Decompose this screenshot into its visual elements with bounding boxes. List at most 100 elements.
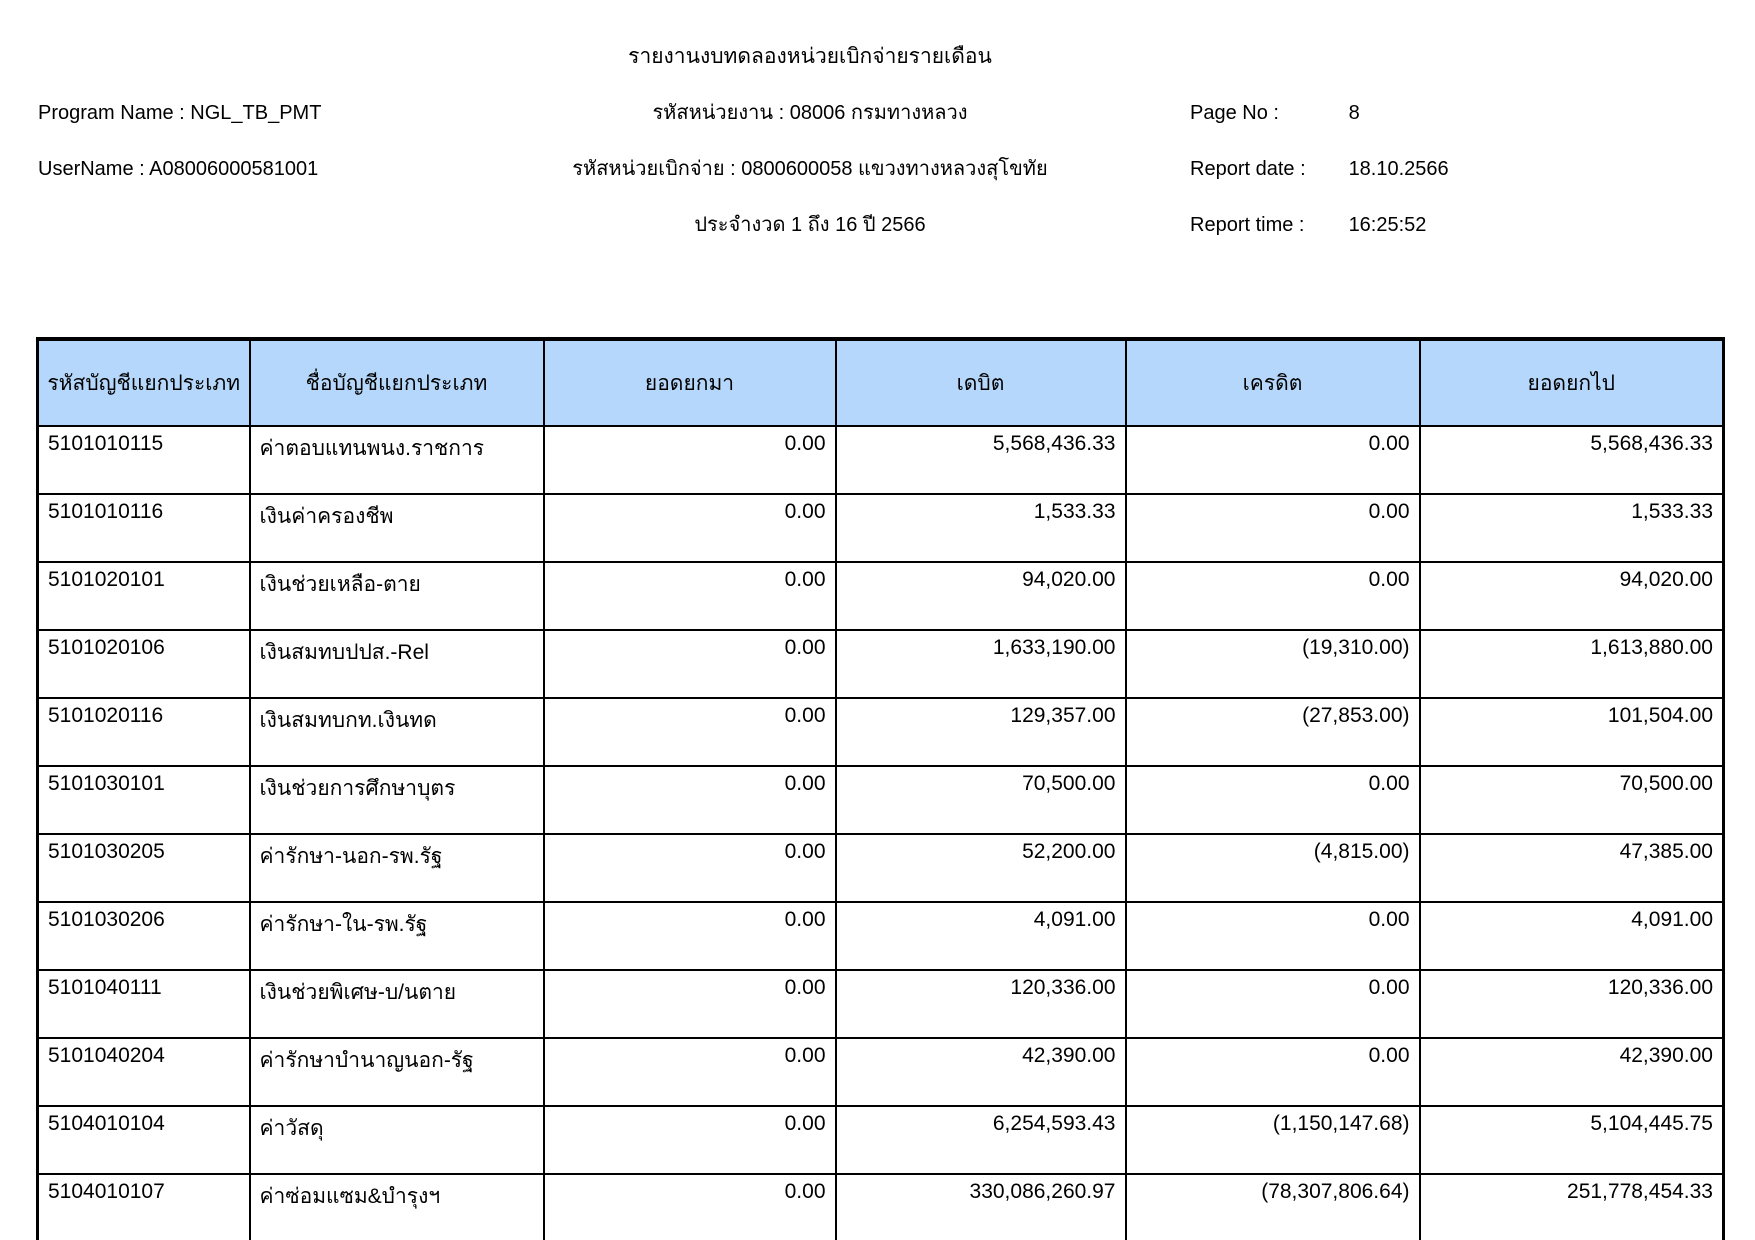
cell-debit: 5,568,436.33 [834,425,1127,495]
cell-credit: 0.00 [1124,561,1421,631]
cell-balance-brought-forward: 0.00 [542,697,837,767]
cell-credit: 0.00 [1124,425,1421,495]
cell-debit: 52,200.00 [834,833,1127,903]
cell-account-code: 5104010104 [36,1105,251,1175]
report-date-value: 18.10.2566 [1348,158,1449,180]
cell-account-code: 5101010116 [36,493,251,563]
cell-account-code: 5101020116 [36,697,251,767]
cell-account-code: 5101040204 [36,1037,251,1107]
cell-debit: 42,390.00 [834,1037,1127,1107]
cell-credit: 0.00 [1124,901,1421,971]
cell-balance-carried-forward: 101,504.00 [1418,697,1725,767]
period-line: ประจำงวด 1 ถึง 16 ปี 2566 [694,214,926,236]
report-date-label: Report date : [1190,158,1306,180]
report-meta-center: รหัสหน่วยงาน : 08006 กรมทางหลวง รหัสหน่ว… [0,101,1620,269]
cell-account-name: ค่ารักษา-นอก-รพ.รัฐ [248,833,545,903]
cell-account-code: 5101030101 [36,765,251,835]
cell-balance-carried-forward: 94,020.00 [1418,561,1725,631]
cell-account-name: เงินค่าครองชีพ [248,493,545,563]
table-row: 5101040111 เงินช่วยพิเศษ-บ/นตาย 0.00 120… [36,969,1725,1039]
cell-balance-brought-forward: 0.00 [542,561,837,631]
col-header-debit: เดบิต [834,338,1127,427]
col-header-balance-brought-forward: ยอดยกมา [542,338,837,427]
cell-balance-brought-forward: 0.00 [542,765,837,835]
cell-account-code: 5101020101 [36,561,251,631]
table-header-row: รหัสบัญชีแยกประเภท ชื่อบัญชีแยกประเภท ยอ… [36,338,1725,427]
cell-balance-carried-forward: 251,778,454.33 [1418,1173,1725,1240]
cell-credit: 0.00 [1124,493,1421,563]
report-meta-right: Page No : 8 Report date : 18.10.2566 Rep… [1190,101,1449,269]
disbursement-unit-line: รหัสหน่วยเบิกจ่าย : 0800600058 แขวงทางหล… [572,158,1048,180]
report-date-line: Report date : 18.10.2566 [1190,157,1449,213]
cell-credit: 0.00 [1124,1037,1421,1107]
col-header-credit: เครดิต [1124,338,1421,427]
report-meta-left: Program Name : NGL_TB_PMT UserName : A08… [38,101,321,213]
cell-debit: 70,500.00 [834,765,1127,835]
cell-balance-brought-forward: 0.00 [542,969,837,1039]
cell-account-name: เงินช่วยเหลือ-ตาย [248,561,545,631]
cell-balance-carried-forward: 1,613,880.00 [1418,629,1725,699]
table-body: 5101010115 ค่าตอบแทนพนง.ราชการ 0.00 5,56… [36,425,1725,1240]
cell-balance-carried-forward: 42,390.00 [1418,1037,1725,1107]
cell-account-code: 5101040111 [36,969,251,1039]
page-no-line: Page No : 8 [1190,101,1449,157]
cell-balance-carried-forward: 120,336.00 [1418,969,1725,1039]
table-row: 5101030101 เงินช่วยการศึกษาบุตร 0.00 70,… [36,765,1725,835]
agency-code-line: รหัสหน่วยงาน : 08006 กรมทางหลวง [652,102,968,124]
table-row: 5101030206 ค่ารักษา-ใน-รพ.รัฐ 0.00 4,091… [36,901,1725,971]
cell-balance-carried-forward: 70,500.00 [1418,765,1725,835]
cell-debit: 120,336.00 [834,969,1127,1039]
table-row: 5101020116 เงินสมทบกท.เงินทด 0.00 129,35… [36,697,1725,767]
table-row: 5101040204 ค่ารักษาบำนาญนอก-รัฐ 0.00 42,… [36,1037,1725,1107]
cell-credit: (19,310.00) [1124,629,1421,699]
cell-credit: (4,815.00) [1124,833,1421,903]
cell-debit: 330,086,260.97 [834,1173,1127,1240]
table-row: 5101010115 ค่าตอบแทนพนง.ราชการ 0.00 5,56… [36,425,1725,495]
cell-debit: 4,091.00 [834,901,1127,971]
table-row: 5101020101 เงินช่วยเหลือ-ตาย 0.00 94,020… [36,561,1725,631]
cell-balance-carried-forward: 5,104,445.75 [1418,1105,1725,1175]
cell-account-name: ค่าตอบแทนพนง.ราชการ [248,425,545,495]
cell-balance-brought-forward: 0.00 [542,833,837,903]
table-row: 5104010107 ค่าซ่อมแซม&บำรุงฯ 0.00 330,08… [36,1173,1725,1240]
cell-credit: (78,307,806.64) [1124,1173,1421,1240]
report-time-label: Report time : [1190,214,1305,236]
cell-account-name: ค่าวัสดุ [248,1105,545,1175]
cell-balance-carried-forward: 5,568,436.33 [1418,425,1725,495]
cell-balance-brought-forward: 0.00 [542,493,837,563]
cell-balance-brought-forward: 0.00 [542,1173,837,1240]
cell-debit: 6,254,593.43 [834,1105,1127,1175]
cell-balance-brought-forward: 0.00 [542,629,837,699]
cell-credit: 0.00 [1124,765,1421,835]
col-header-balance-carried-forward: ยอดยกไป [1418,338,1725,427]
cell-balance-brought-forward: 0.00 [542,1105,837,1175]
cell-balance-brought-forward: 0.00 [542,425,837,495]
cell-balance-carried-forward: 4,091.00 [1418,901,1725,971]
cell-debit: 129,357.00 [834,697,1127,767]
cell-account-name: ค่ารักษาบำนาญนอก-รัฐ [248,1037,545,1107]
col-header-account-name: ชื่อบัญชีแยกประเภท [248,338,545,427]
cell-balance-brought-forward: 0.00 [542,1037,837,1107]
cell-account-code: 5101020106 [36,629,251,699]
cell-credit: (27,853.00) [1124,697,1421,767]
cell-account-name: ค่าซ่อมแซม&บำรุงฯ [248,1173,545,1240]
cell-balance-carried-forward: 47,385.00 [1418,833,1725,903]
cell-account-name: เงินช่วยพิเศษ-บ/นตาย [248,969,545,1039]
table-row: 5101010116 เงินค่าครองชีพ 0.00 1,533.33 … [36,493,1725,563]
cell-account-code: 5101010115 [36,425,251,495]
report-time-value: 16:25:52 [1348,214,1427,236]
cell-account-code: 5101030206 [36,901,251,971]
cell-account-name: เงินช่วยการศึกษาบุตร [248,765,545,835]
cell-debit: 1,533.33 [834,493,1127,563]
program-name-line: Program Name : NGL_TB_PMT [38,102,322,124]
cell-debit: 94,020.00 [834,561,1127,631]
cell-balance-carried-forward: 1,533.33 [1418,493,1725,563]
report-time-line: Report time : 16:25:52 [1190,213,1449,269]
table-row: 5104010104 ค่าวัสดุ 0.00 6,254,593.43 (1… [36,1105,1725,1175]
page-no-value: 8 [1348,102,1360,124]
cell-account-code: 5104010107 [36,1173,251,1240]
username-line: UserName : A08006000581001 [38,158,319,180]
cell-account-code: 5101030205 [36,833,251,903]
cell-account-name: เงินสมทบปปส.-Rel [248,629,545,699]
